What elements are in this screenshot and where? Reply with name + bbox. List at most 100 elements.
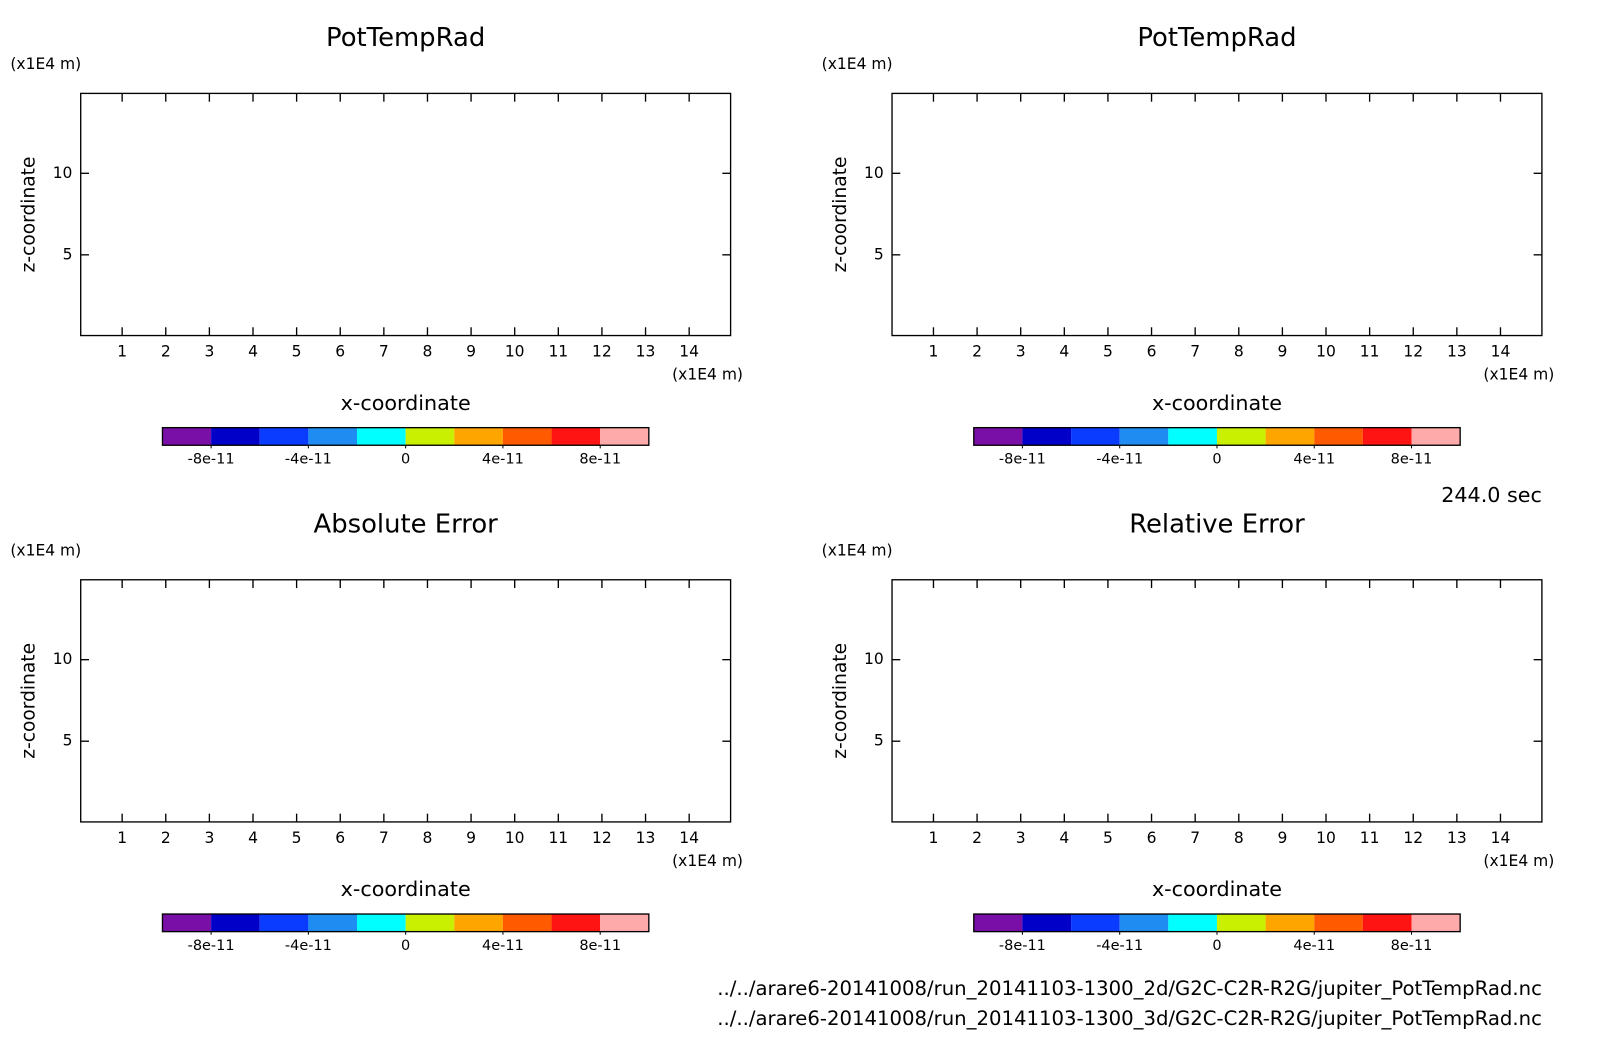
y-tick-label: 5 <box>63 245 73 263</box>
colorbar-tick-label: -4e-11 <box>1096 938 1143 954</box>
plot-frame <box>80 92 732 337</box>
x-tick-label: 8 <box>1234 343 1244 361</box>
x-tick-label: 9 <box>1277 343 1287 361</box>
y-axis-label: z-coordinate <box>18 157 39 273</box>
colorbar-swatch <box>162 914 212 932</box>
colorbar-tick-label: -8e-11 <box>188 938 235 954</box>
colorbar-tick-label: 8e-11 <box>1391 938 1433 954</box>
x-tick-label: 11 <box>1360 829 1380 847</box>
colorbar-tick-label: 4e-11 <box>1293 452 1335 468</box>
x-tick-label: 10 <box>505 343 525 361</box>
colorbar-swatch <box>600 914 649 932</box>
x-tick-label: 1 <box>117 829 127 847</box>
x-tick-label: 5 <box>292 829 302 847</box>
x-tick-label: 4 <box>248 829 258 847</box>
colorbar-swatch <box>259 427 309 446</box>
y-tick-label: 10 <box>53 650 73 668</box>
y-tick-label: 5 <box>874 732 884 750</box>
colorbar-tick-label: -8e-11 <box>188 452 235 468</box>
colorbar-swatch <box>551 914 601 932</box>
x-tick-label: 12 <box>592 829 612 847</box>
colorbar-tick-label: 0 <box>1212 938 1221 954</box>
x-tick-label: 2 <box>161 829 171 847</box>
x-tick-label: 11 <box>548 829 568 847</box>
panel: PotTempRad (x1E4 m) z-coordinate (x1E4 m) x-… <box>10 23 743 468</box>
x-tick-label: 1 <box>117 343 127 361</box>
panel-title: PotTempRad <box>1137 23 1296 53</box>
y-tick-label: 10 <box>864 650 884 668</box>
plot-frame <box>891 579 1543 823</box>
colorbar-swatch <box>1314 427 1363 446</box>
colorbar-swatch <box>502 914 552 932</box>
y-tick-label: 5 <box>63 732 73 750</box>
x-tick-label: 14 <box>679 343 699 361</box>
x-tick-label: 7 <box>1190 829 1200 847</box>
y-axis-label: z-coordinate <box>18 643 39 759</box>
colorbar-swatch <box>1265 914 1315 932</box>
x-tick-label: 3 <box>1016 829 1026 847</box>
colorbar-swatch <box>1119 914 1169 932</box>
colorbar-swatch <box>259 914 309 932</box>
x-tick-label: 8 <box>423 343 433 361</box>
y-unit: (x1E4 m) <box>10 55 81 73</box>
x-tick-label: 12 <box>592 343 612 361</box>
x-tick-label: 10 <box>505 829 525 847</box>
panel-title: Relative Error <box>1129 509 1305 539</box>
x-tick-label: 7 <box>379 829 389 847</box>
x-axis-label: x-coordinate <box>341 877 471 901</box>
x-tick-label: 14 <box>1491 829 1511 847</box>
x-tick-label: 6 <box>335 829 345 847</box>
x-tick-label: 7 <box>379 343 389 361</box>
x-tick-label: 6 <box>1147 829 1157 847</box>
colorbar-swatch <box>1362 427 1412 446</box>
colorbar-swatch <box>973 914 1023 932</box>
x-tick-label: 9 <box>466 343 476 361</box>
x-tick-label: 7 <box>1190 343 1200 361</box>
colorbar-swatch <box>405 914 455 932</box>
y-unit: (x1E4 m) <box>822 55 893 73</box>
y-unit: (x1E4 m) <box>822 541 893 559</box>
colorbar-swatch <box>1022 427 1072 446</box>
colorbar-swatch <box>1216 427 1266 446</box>
x-axis-label: x-coordinate <box>1152 391 1282 415</box>
y-unit: (x1E4 m) <box>10 541 81 559</box>
colorbar-swatch <box>1411 427 1461 446</box>
colorbar-swatch <box>211 914 260 932</box>
colorbar-swatch <box>454 914 503 932</box>
colorbar-swatch <box>308 914 358 932</box>
panel-title: Absolute Error <box>314 509 499 539</box>
x-tick-label: 13 <box>636 343 656 361</box>
x-unit: (x1E4 m) <box>672 852 743 870</box>
colorbar-swatch <box>405 427 455 446</box>
colorbar-swatch <box>502 427 552 446</box>
colorbar-tick-label: 8e-11 <box>579 452 621 468</box>
x-tick-label: 5 <box>1103 343 1113 361</box>
x-unit: (x1E4 m) <box>1483 365 1554 383</box>
colorbar-swatch <box>454 427 503 446</box>
x-tick-label: 6 <box>335 343 345 361</box>
x-tick-label: 1 <box>929 343 939 361</box>
colorbar-tick-label: 4e-11 <box>1293 938 1335 954</box>
x-tick-label: 6 <box>1147 343 1157 361</box>
panel: Relative Error (x1E4 m) z-coordinate (x1E4 … <box>822 509 1555 954</box>
colorbar-tick-label: -8e-11 <box>999 452 1046 468</box>
colorbar-swatch <box>1411 914 1461 932</box>
x-tick-label: 3 <box>1016 343 1026 361</box>
x-tick-label: 13 <box>636 829 656 847</box>
plot-frame <box>891 92 1543 337</box>
colorbar-swatch <box>162 427 212 446</box>
colorbar-tick-label: -4e-11 <box>285 452 332 468</box>
colorbar-tick-label: 0 <box>1212 452 1221 468</box>
colorbar-swatch <box>1119 427 1169 446</box>
colorbar-swatch <box>1168 427 1217 446</box>
x-tick-label: 12 <box>1403 343 1423 361</box>
x-axis-label: x-coordinate <box>341 391 471 415</box>
y-tick-label: 10 <box>53 164 73 182</box>
x-tick-label: 2 <box>972 343 982 361</box>
colorbar-swatch <box>1265 427 1315 446</box>
x-unit: (x1E4 m) <box>1483 852 1554 870</box>
panel-title: PotTempRad <box>326 23 485 53</box>
x-axis-label: x-coordinate <box>1152 877 1282 901</box>
colorbar-swatch <box>973 427 1023 446</box>
